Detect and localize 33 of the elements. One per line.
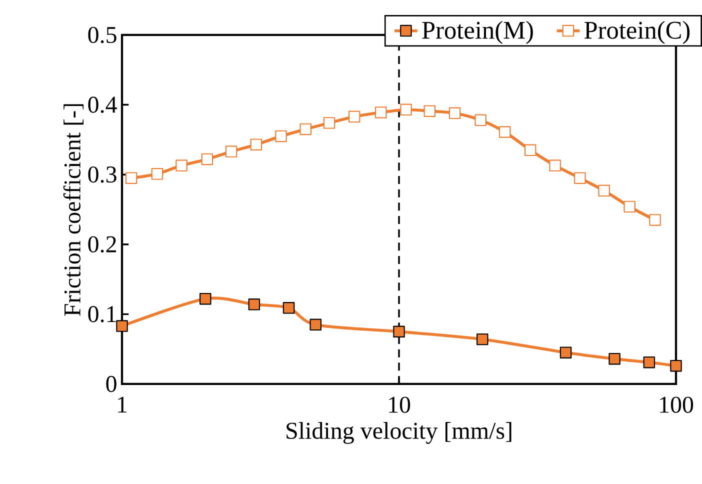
y-tick-label: 0.2 bbox=[88, 236, 116, 253]
point bbox=[176, 160, 188, 172]
y-tick-label: 0.3 bbox=[88, 166, 116, 183]
point bbox=[374, 106, 387, 118]
point bbox=[649, 214, 661, 226]
y-tick-label: 0.1 bbox=[88, 306, 116, 322]
y-tick-label: 0.4 bbox=[88, 96, 117, 113]
legend-label: Protein(C) bbox=[584, 21, 690, 44]
x-tick-label: 1 bbox=[118, 396, 127, 413]
point bbox=[225, 146, 238, 158]
point bbox=[474, 114, 486, 126]
point bbox=[574, 172, 586, 184]
y-axis-title: Friction coefficient [-] bbox=[63, 104, 84, 316]
point bbox=[549, 160, 561, 172]
point bbox=[598, 184, 610, 197]
y-tick-label: 0.5 bbox=[88, 26, 116, 44]
point bbox=[201, 153, 214, 166]
point bbox=[275, 130, 287, 142]
point bbox=[400, 104, 412, 116]
x-axis-title: Sliding velocity [mm/s] bbox=[286, 422, 512, 444]
point bbox=[448, 107, 461, 120]
legend-label: Protein(M) bbox=[422, 21, 533, 44]
y-tick-label: 0 bbox=[106, 376, 116, 392]
point bbox=[250, 138, 262, 150]
point bbox=[524, 144, 536, 156]
point bbox=[498, 126, 511, 138]
x-tick-label: 100 bbox=[660, 396, 694, 413]
x-tick-label: 10 bbox=[389, 396, 410, 413]
point bbox=[151, 168, 164, 180]
point bbox=[300, 123, 312, 136]
point bbox=[624, 200, 636, 213]
point bbox=[125, 172, 138, 184]
point bbox=[424, 105, 436, 117]
